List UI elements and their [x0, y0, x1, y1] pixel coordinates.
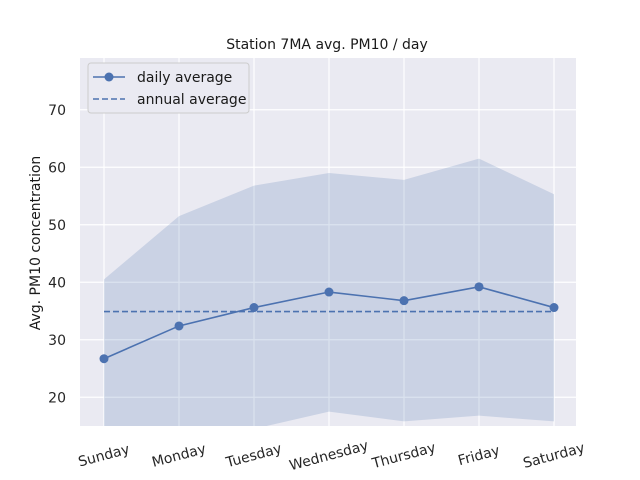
y-tick-label: 70 [48, 103, 66, 119]
y-axis-label: Avg. PM10 concentration [28, 156, 44, 331]
data-point-daily-average [549, 303, 559, 313]
legend-box [87, 62, 250, 114]
data-point-daily-average [174, 321, 184, 331]
plot-area [80, 58, 576, 426]
data-point-daily-average [474, 282, 484, 292]
y-tick-labels: 20 30 40 50 60 70 [48, 103, 66, 407]
x-tick-label: Monday [150, 441, 208, 471]
series-layer [99, 282, 559, 364]
data-point-daily-average [399, 296, 409, 306]
legend: daily average annual average [87, 62, 250, 114]
y-tick-label: 40 [48, 275, 66, 291]
y-tick-label: 30 [48, 333, 66, 349]
x-tick-label: Saturday [521, 440, 586, 472]
legend-annual-label: annual average [137, 92, 246, 108]
data-point-daily-average [249, 303, 259, 313]
x-tick-label: Thursday [370, 440, 438, 473]
gridlines [80, 58, 576, 426]
chart-title: Station 7MA avg. PM10 / day [226, 37, 428, 53]
legend-daily-label: daily average [137, 70, 232, 86]
legend-daily-marker [104, 72, 114, 82]
y-tick-label: 60 [48, 160, 66, 176]
y-tick-label: 50 [48, 218, 66, 234]
x-tick-label: Friday [456, 443, 501, 469]
data-point-daily-average [324, 287, 334, 297]
x-tick-label: Sunday [77, 441, 132, 470]
data-point-daily-average [99, 354, 109, 364]
x-tick-label: Wednesday [288, 438, 370, 474]
x-tick-label: Tuesday [223, 441, 283, 471]
y-tick-label: 20 [48, 390, 66, 406]
x-tick-labels: Sunday Monday Tuesday Wednesday Thursday Frid… [77, 438, 587, 474]
